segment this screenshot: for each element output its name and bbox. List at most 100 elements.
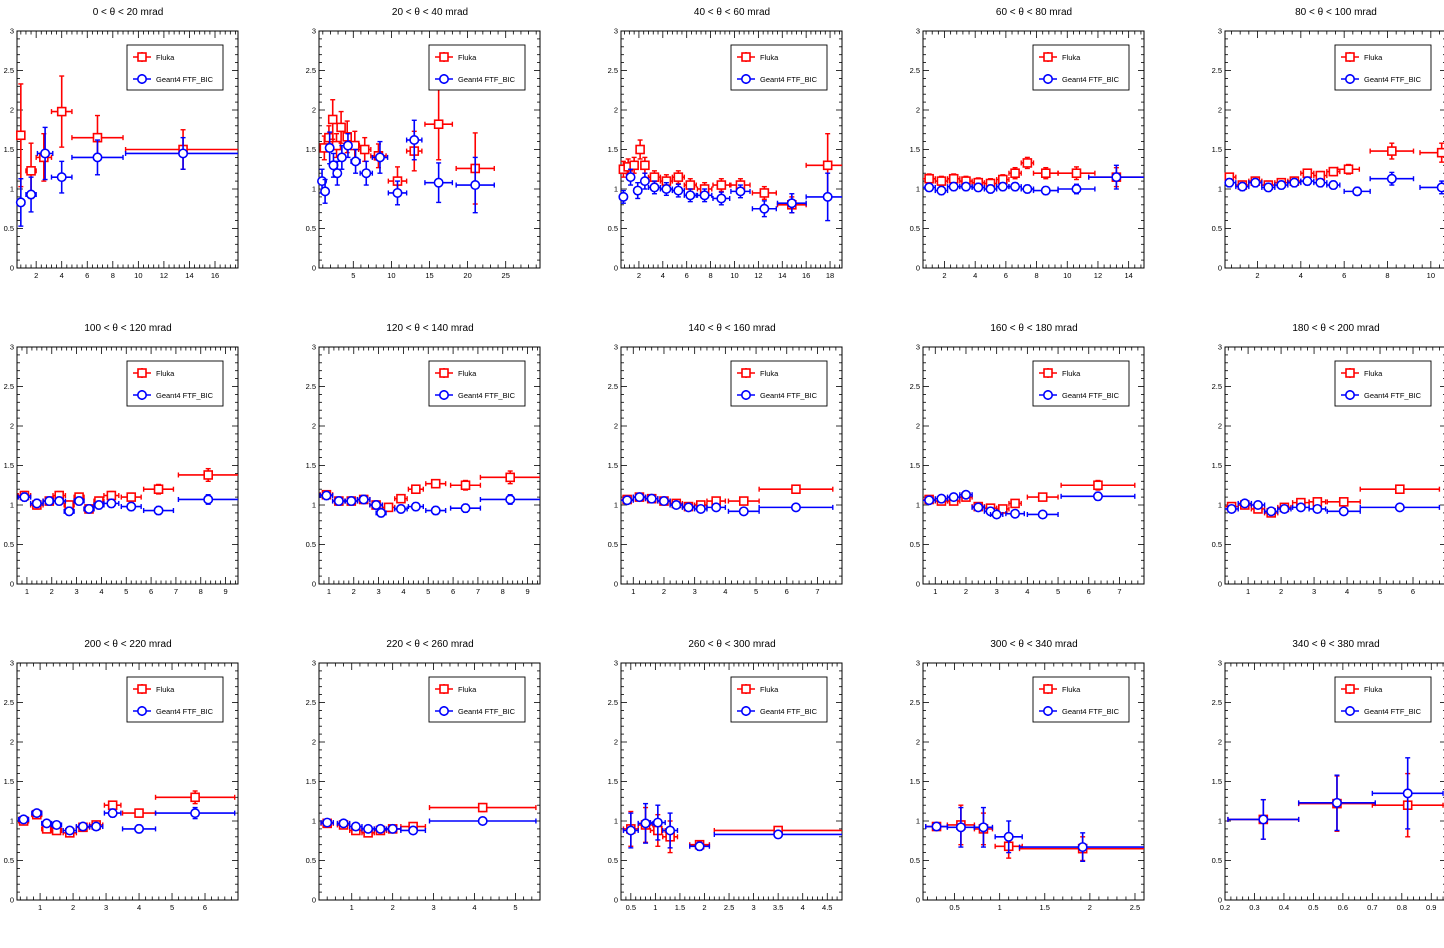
square-marker xyxy=(396,493,406,504)
data-point xyxy=(320,178,331,204)
chart-grid: 0 < θ < 20 mrad 0 0.5 1 1.5 2 2.5 3 2 4 6 8 10 12 14 16… xyxy=(0,7,1444,912)
data-point xyxy=(177,494,238,505)
chart-panel: 100 < θ < 120 mrad 0 0.5 1 1.5 2 2.5 3 1 2 3 4 5 6 7 8 9… xyxy=(0,316,302,632)
x-tick-label: 0.2 xyxy=(1220,903,1230,912)
square-marker xyxy=(759,188,770,198)
circle-marker xyxy=(31,498,42,509)
y-tick-label: 2.5 xyxy=(4,698,14,707)
data-point xyxy=(324,131,335,165)
data-point xyxy=(357,136,372,163)
data-point xyxy=(16,83,26,188)
data-point xyxy=(52,496,67,507)
y-tick-label: 3 xyxy=(614,27,618,36)
circle-marker xyxy=(374,152,385,163)
circle-marker xyxy=(1295,502,1306,513)
series-fluka xyxy=(925,804,1144,862)
circle-marker xyxy=(694,841,705,852)
square-marker xyxy=(948,173,959,184)
y-tick-label: 1.5 xyxy=(910,461,920,470)
x-tick-label: 7 xyxy=(174,587,178,596)
circle-marker xyxy=(822,191,833,202)
y-tick-label: 2 xyxy=(1218,422,1222,431)
data-point xyxy=(1005,508,1025,519)
x-tick-label: 6 xyxy=(1342,271,1346,280)
data-point xyxy=(751,185,777,200)
data-point xyxy=(17,492,32,503)
chart-svg: 300 < θ < 340 mrad 0 0.5 1 1.5 2 2.5 3 0.5 1 1.5 2 2… xyxy=(910,639,1145,912)
data-point xyxy=(88,821,104,832)
square-marker xyxy=(1010,168,1020,178)
data-point xyxy=(154,790,236,805)
x-tick-label: 4 xyxy=(723,587,727,596)
data-point xyxy=(120,501,142,512)
x-tick-label: 2 xyxy=(352,587,356,596)
x-tick-label: 18 xyxy=(826,271,834,280)
data-point xyxy=(995,181,1010,192)
square-marker xyxy=(336,122,346,133)
series-geant4 xyxy=(1224,171,1444,197)
circle-marker xyxy=(924,495,935,506)
data-point xyxy=(662,812,679,849)
chart-panel: 200 < θ < 220 mrad 0 0.5 1 1.5 2 2.5 3 1 2 3 4 5 6 Flu… xyxy=(0,632,302,948)
y-tick-label: 0 xyxy=(10,896,14,905)
circle-marker xyxy=(333,496,344,507)
data-point xyxy=(693,503,708,514)
chart-title: 40 < θ < 60 mrad xyxy=(694,7,770,18)
x-tick-label: 10 xyxy=(134,271,142,280)
square-marker xyxy=(1093,480,1103,491)
circle-marker xyxy=(1402,788,1413,799)
data-point xyxy=(712,178,731,193)
circle-marker xyxy=(960,181,971,192)
circle-marker xyxy=(948,492,959,503)
x-tick-label: 2 xyxy=(964,587,968,596)
circle-marker xyxy=(618,191,629,202)
square-marker xyxy=(738,496,749,506)
legend: Fluka Geant4 FTF_BIC xyxy=(428,360,526,407)
data-point xyxy=(625,168,636,186)
data-point xyxy=(1263,506,1279,517)
chart-svg: 340 < θ < 380 mrad 0 0.5 1 1.5 2 2.5 3 0.2 0.3 0.4… xyxy=(1212,639,1444,912)
data-point xyxy=(1235,181,1250,192)
data-point xyxy=(71,139,124,176)
y-tick-label: 1 xyxy=(614,817,618,826)
x-tick-label: 25 xyxy=(502,271,510,280)
x-tick-label: 2 xyxy=(637,271,641,280)
x-tick-label: 2 xyxy=(1088,903,1092,912)
data-point xyxy=(657,496,671,507)
x-tick-label: 5 xyxy=(426,587,430,596)
chart-title: 120 < θ < 140 mrad xyxy=(386,323,473,334)
chart-panel: 140 < θ < 160 mrad 0 0.5 1 1.5 2 2.5 3 1 2 3 4 5 6 7 Fl… xyxy=(604,316,906,632)
circle-marker xyxy=(649,182,660,193)
chart-panel: 180 < θ < 200 mrad 0 0.5 1 1.5 2 2.5 3 1 2 3 4 5 6 Flu… xyxy=(1208,316,1444,632)
circle-marker xyxy=(1224,177,1235,188)
series-fluka xyxy=(16,75,238,200)
circle-marker xyxy=(1111,172,1122,183)
x-tick-label: 3 xyxy=(995,587,999,596)
chart-title: 20 < θ < 40 mrad xyxy=(392,7,468,18)
y-tick-label: 1 xyxy=(1218,185,1222,194)
series-fluka xyxy=(17,790,236,838)
data-point xyxy=(1026,509,1059,520)
circle-marker xyxy=(470,180,481,191)
data-point xyxy=(1026,492,1059,502)
legend-geant4-label: Geant4 FTF_BIC xyxy=(760,707,818,716)
data-point xyxy=(121,808,157,818)
y-tick-label: 0.5 xyxy=(306,856,316,865)
y-tick-label: 1.5 xyxy=(1212,461,1222,470)
x-tick-label: 3 xyxy=(432,903,436,912)
circle-marker xyxy=(346,496,357,507)
data-point xyxy=(640,156,650,174)
legend: Fluka Geant4 FTF_BIC xyxy=(1032,360,1130,407)
circle-marker xyxy=(1071,184,1082,195)
square-marker xyxy=(107,800,118,810)
y-tick-label: 1 xyxy=(10,185,14,194)
y-tick-label: 1 xyxy=(1218,501,1222,510)
legend-fluka-label: Fluka xyxy=(156,369,175,378)
circle-marker xyxy=(15,197,26,208)
data-point xyxy=(1060,491,1136,502)
y-tick-label: 2.5 xyxy=(910,698,920,707)
y-tick-label: 2.5 xyxy=(306,698,316,707)
y-tick-label: 2.5 xyxy=(1212,698,1222,707)
x-tick-label: 5 xyxy=(1378,587,1382,596)
circle-marker xyxy=(392,187,403,198)
